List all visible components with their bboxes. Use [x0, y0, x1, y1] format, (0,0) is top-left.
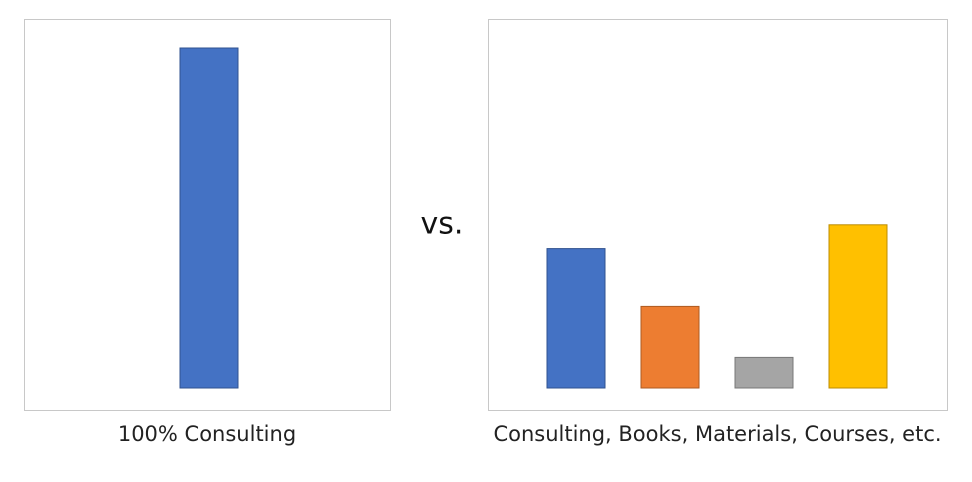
- separator: vs.: [421, 207, 464, 242]
- chart-frame: [24, 19, 391, 411]
- chart-frame: [488, 19, 948, 411]
- chart-caption: 100% Consulting: [117, 422, 297, 446]
- bar: [734, 356, 794, 389]
- bar: [179, 47, 239, 389]
- chart-caption: Consulting, Books, Materials, Courses, e…: [493, 422, 942, 446]
- bar: [828, 224, 888, 389]
- bar: [546, 248, 606, 389]
- bar: [640, 305, 700, 389]
